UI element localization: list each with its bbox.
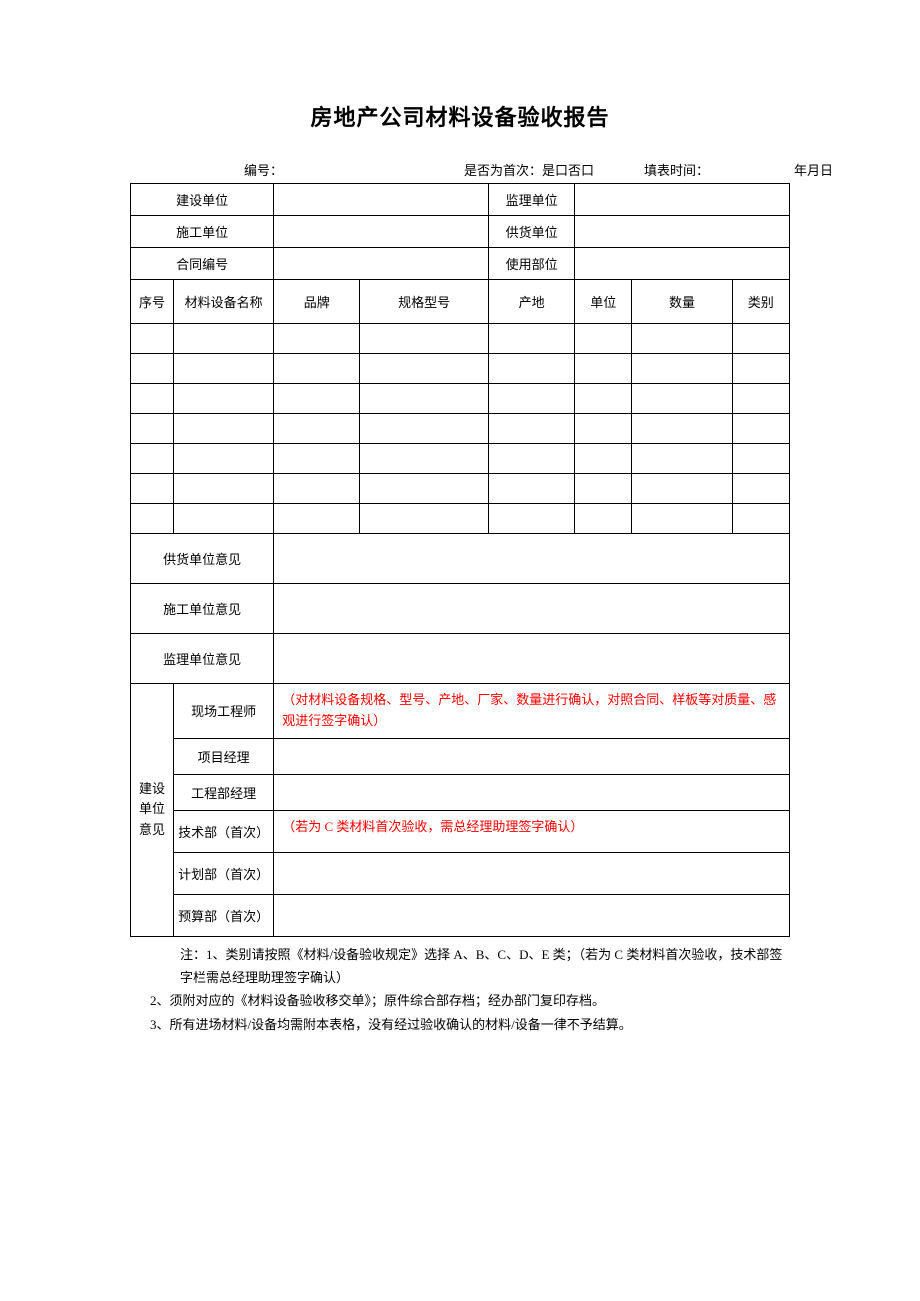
- col-brand: 品牌: [274, 280, 360, 324]
- label-site-engineer: 现场工程师: [173, 684, 273, 739]
- value-construction-unit: [274, 184, 489, 216]
- label-supplier-opinion: 供货单位意见: [131, 534, 274, 584]
- data-row: [131, 384, 790, 414]
- builder-budget-row: 预算部（首次）: [131, 894, 790, 936]
- value-supplier-unit: [575, 216, 790, 248]
- fill-time-label: 填表时间：: [644, 160, 794, 179]
- data-row: [131, 474, 790, 504]
- col-spec: 规格型号: [360, 280, 489, 324]
- date-label: 年月日: [794, 160, 833, 179]
- value-plan: [274, 852, 790, 894]
- note-2: 2、须附对应的《材料设备验收移交单》；原件综合部存档；经办部门复印存档。: [150, 989, 790, 1012]
- page-title: 房地产公司材料设备验收报告: [130, 100, 790, 132]
- acceptance-table: 建设单位 监理单位 施工单位 供货单位 合同编号 使用部位 序号 材料设备名称 …: [130, 183, 790, 937]
- note-tech: （若为 C 类材料首次验收，需总经理助理签字确认）: [274, 810, 790, 852]
- label-pm: 项目经理: [173, 738, 273, 774]
- label-supervisor-opinion: 监理单位意见: [131, 634, 274, 684]
- note-1: 注：1、类别请按照《材料/设备验收规定》选择 A、B、C、D、E 类；（若为 C…: [150, 943, 790, 990]
- label-eng-mgr: 工程部经理: [173, 774, 273, 810]
- label-plan: 计划部（首次）: [173, 852, 273, 894]
- col-unit: 单位: [575, 280, 632, 324]
- col-name: 材料设备名称: [173, 280, 273, 324]
- value-pm: [274, 738, 790, 774]
- col-category: 类别: [732, 280, 789, 324]
- label-builder-group: 建设单位意见: [131, 684, 174, 937]
- builder-tech-row: 技术部（首次） （若为 C 类材料首次验收，需总经理助理签字确认）: [131, 810, 790, 852]
- constructor-opinion-row: 施工单位意见: [131, 584, 790, 634]
- header-info-row: 编号： 是否为首次：是口否口 填表时间： 年月日: [130, 160, 790, 179]
- info-row-2: 施工单位 供货单位: [131, 216, 790, 248]
- value-usage-part: [575, 248, 790, 280]
- col-origin: 产地: [489, 280, 575, 324]
- note-3: 3、所有进场材料/设备均需附本表格，没有经过验收确认的材料/设备一律不予结算。: [150, 1013, 790, 1036]
- builder-pm-row: 项目经理: [131, 738, 790, 774]
- value-eng-mgr: [274, 774, 790, 810]
- label-tech: 技术部（首次）: [173, 810, 273, 852]
- builder-engineer-row: 建设单位意见 现场工程师 （对材料设备规格、型号、产地、厂家、数量进行确认，对照…: [131, 684, 790, 739]
- info-row-3: 合同编号 使用部位: [131, 248, 790, 280]
- label-construction-unit: 建设单位: [131, 184, 274, 216]
- value-supervision-unit: [575, 184, 790, 216]
- supervisor-opinion-row: 监理单位意见: [131, 634, 790, 684]
- first-time-label: 是否为首次：是口否口: [464, 160, 644, 179]
- supplier-opinion-row: 供货单位意见: [131, 534, 790, 584]
- column-header-row: 序号 材料设备名称 品牌 规格型号 产地 单位 数量 类别: [131, 280, 790, 324]
- value-contractor-unit: [274, 216, 489, 248]
- col-seq: 序号: [131, 280, 174, 324]
- label-budget: 预算部（首次）: [173, 894, 273, 936]
- col-qty: 数量: [632, 280, 732, 324]
- data-row: [131, 354, 790, 384]
- value-supplier-opinion: [274, 534, 790, 584]
- value-contract-no: [274, 248, 489, 280]
- info-row-1: 建设单位 监理单位: [131, 184, 790, 216]
- label-contract-no: 合同编号: [131, 248, 274, 280]
- footer-notes: 注：1、类别请按照《材料/设备验收规定》选择 A、B、C、D、E 类；（若为 C…: [130, 943, 790, 1037]
- serial-label: 编号：: [244, 160, 464, 179]
- data-row: [131, 414, 790, 444]
- note-site-engineer: （对材料设备规格、型号、产地、厂家、数量进行确认，对照合同、样板等对质量、感观进…: [274, 684, 790, 739]
- label-constructor-opinion: 施工单位意见: [131, 584, 274, 634]
- label-usage-part: 使用部位: [489, 248, 575, 280]
- label-contractor-unit: 施工单位: [131, 216, 274, 248]
- label-supervision-unit: 监理单位: [489, 184, 575, 216]
- builder-eng-mgr-row: 工程部经理: [131, 774, 790, 810]
- value-budget: [274, 894, 790, 936]
- data-row: [131, 444, 790, 474]
- value-constructor-opinion: [274, 584, 790, 634]
- value-supervisor-opinion: [274, 634, 790, 684]
- data-row: [131, 324, 790, 354]
- builder-plan-row: 计划部（首次）: [131, 852, 790, 894]
- data-row: [131, 504, 790, 534]
- label-supplier-unit: 供货单位: [489, 216, 575, 248]
